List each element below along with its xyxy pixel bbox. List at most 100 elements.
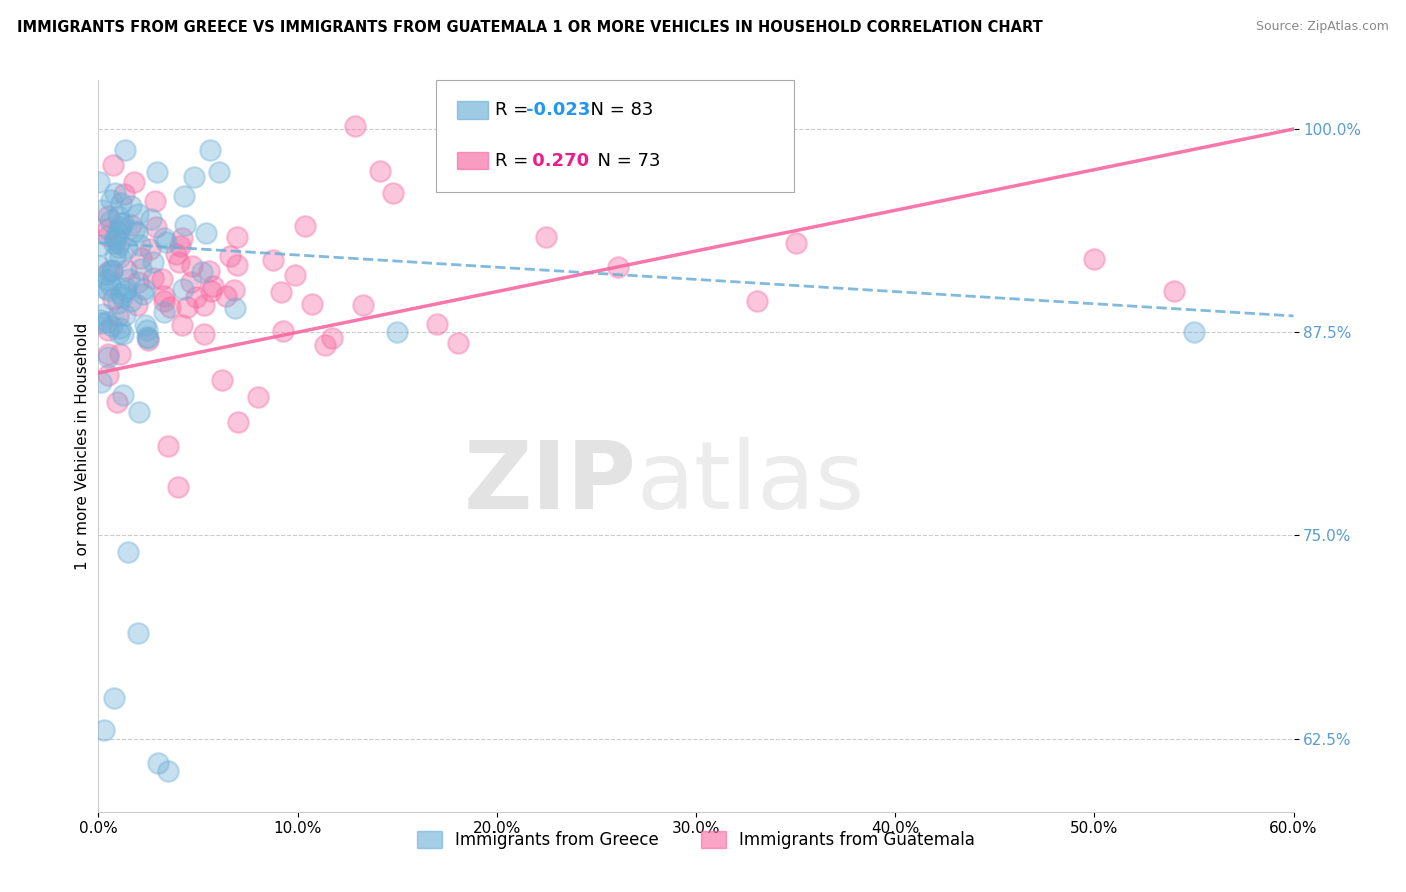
Point (314, 338, 336, 352)
Point (157, 439, 180, 453)
Point (129, 251, 152, 265)
Text: atlas: atlas (637, 436, 865, 529)
Point (110, 250, 132, 264)
Point (246, 390, 269, 404)
Point (136, 323, 159, 337)
Point (104, 248, 127, 262)
Point (132, 287, 155, 301)
Point (153, 293, 176, 308)
Point (114, 285, 136, 299)
Point (97, 229, 120, 244)
Point (104, 186, 127, 201)
Point (90, 237, 112, 252)
Point (152, 289, 174, 303)
Point (382, 186, 405, 201)
Point (107, 209, 129, 223)
Legend: Immigrants from Greece, Immigrants from Guatemala: Immigrants from Greece, Immigrants from … (411, 824, 981, 856)
Point (89, 312, 111, 326)
Text: R =: R = (495, 152, 534, 169)
Point (100, 264, 122, 278)
Point (211, 373, 233, 387)
Point (108, 347, 131, 361)
Point (136, 334, 159, 348)
Point (128, 405, 150, 419)
Point (108, 321, 131, 335)
Point (108, 236, 131, 251)
Point (114, 143, 136, 157)
Point (105, 395, 128, 409)
Point (368, 164, 391, 178)
Text: IMMIGRANTS FROM GREECE VS IMMIGRANTS FROM GUATEMALA 1 OR MORE VEHICLES IN HOUSEH: IMMIGRANTS FROM GREECE VS IMMIGRANTS FRO… (17, 20, 1043, 35)
Point (142, 271, 165, 285)
Point (117, 544, 139, 558)
Point (321, 330, 343, 344)
Point (167, 255, 190, 269)
Point (96, 315, 118, 329)
Point (170, 318, 193, 332)
Point (159, 300, 181, 314)
Point (125, 225, 148, 239)
Point (97, 222, 120, 236)
Point (193, 326, 215, 341)
Point (112, 216, 135, 230)
Point (135, 330, 157, 344)
Point (107, 239, 129, 253)
Point (112, 327, 135, 342)
Point (104, 230, 127, 244)
Point (785, 235, 807, 250)
Point (93, 723, 115, 738)
Point (107, 225, 129, 239)
Point (111, 388, 134, 402)
Point (98, 213, 121, 227)
Point (93, 281, 115, 295)
Point (1163, 284, 1185, 298)
Point (184, 290, 207, 304)
Point (198, 144, 221, 158)
Point (110, 287, 132, 301)
Point (139, 242, 162, 256)
Point (110, 219, 132, 234)
Point (108, 216, 131, 230)
Point (226, 415, 249, 429)
Point (115, 281, 138, 295)
Point (97, 283, 120, 297)
Point (191, 265, 214, 279)
Text: -0.023: -0.023 (526, 101, 591, 119)
Point (194, 226, 217, 240)
Point (103, 236, 125, 251)
Point (120, 294, 142, 309)
Point (94, 267, 117, 281)
Point (226, 229, 249, 244)
Point (97, 351, 120, 365)
Point (385, 325, 409, 339)
Point (142, 254, 165, 268)
Point (343, 119, 366, 133)
Point (139, 212, 162, 227)
Point (90, 316, 112, 330)
Point (165, 247, 187, 261)
Point (170, 231, 193, 245)
Point (107, 296, 129, 310)
Point (97, 264, 120, 278)
Point (132, 281, 155, 295)
Point (167, 480, 190, 494)
Text: N = 73: N = 73 (586, 152, 661, 169)
Point (112, 187, 135, 202)
Point (148, 756, 170, 770)
Point (173, 188, 195, 202)
Point (90, 376, 112, 390)
Text: N = 83: N = 83 (579, 101, 654, 119)
Point (101, 319, 124, 334)
Point (103, 690, 125, 705)
Point (534, 230, 557, 244)
Point (101, 292, 124, 306)
Point (202, 278, 225, 293)
Point (176, 300, 198, 314)
Point (1182, 325, 1205, 339)
Point (97, 368, 120, 383)
Point (136, 331, 159, 345)
Point (219, 249, 242, 263)
Point (115, 241, 138, 255)
Point (90, 202, 112, 217)
Point (143, 194, 166, 208)
